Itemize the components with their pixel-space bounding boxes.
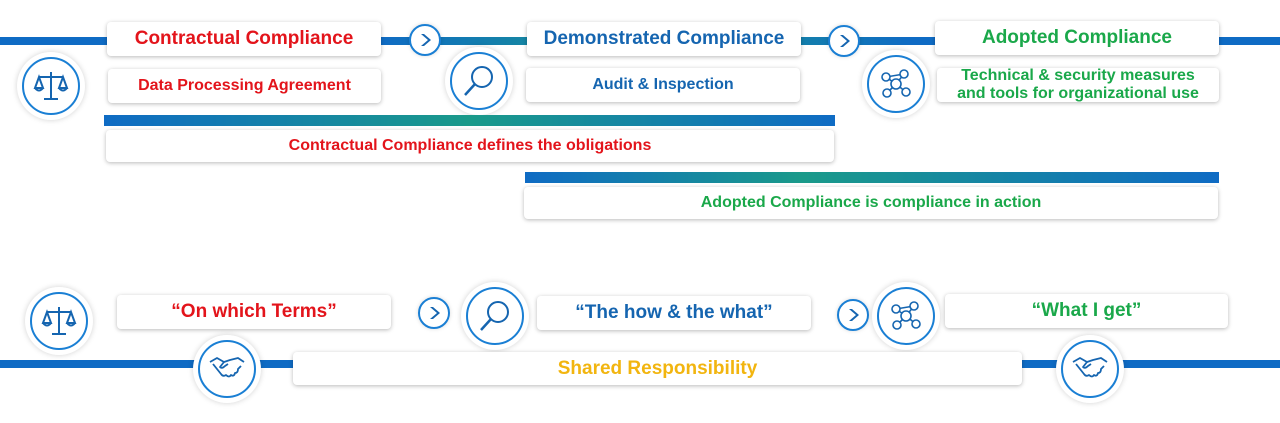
- terms-box: “On which Terms”: [117, 295, 391, 329]
- chevron-right-icon: [409, 24, 441, 56]
- adopted-icon-circle: [862, 50, 930, 118]
- handshake-left-circle: [193, 335, 261, 403]
- scales-icon: [41, 307, 77, 335]
- get-icon-circle: [872, 282, 940, 350]
- demonstrated-subtitle-box: Audit & Inspection: [526, 68, 800, 102]
- handshake-icon: [1072, 357, 1108, 378]
- scales-icon: [33, 72, 69, 100]
- handshake-right-circle: [1056, 335, 1124, 403]
- chevron-right-icon: [837, 299, 869, 331]
- magnifier-icon: [480, 301, 509, 331]
- chevron-right-icon: [828, 25, 860, 57]
- contractual-icon-circle: [17, 52, 85, 120]
- contractual-subtitle: Data Processing Agreement: [138, 77, 351, 94]
- adopted-title: Adopted Compliance: [981, 27, 1172, 48]
- adopted-subtitle-line1: Technical & security measures: [961, 67, 1195, 84]
- contractual-title: Contractual Compliance: [134, 28, 354, 49]
- chevron-right-icon: [418, 297, 450, 329]
- network-icon: [881, 69, 911, 98]
- adopted-subtitle-line2: and tools for organizational use: [957, 85, 1199, 102]
- demonstrated-title: Demonstrated Compliance: [543, 28, 785, 49]
- span-bar-adopted: [525, 172, 1219, 183]
- contractual-subtitle-box: Data Processing Agreement: [108, 69, 381, 103]
- demonstrated-title-box: Demonstrated Compliance: [527, 22, 801, 56]
- span-bar-contractual: [104, 115, 835, 126]
- terms-icon-circle: [25, 287, 93, 355]
- network-icon: [891, 301, 921, 330]
- adopted-title-box: Adopted Compliance: [935, 21, 1219, 55]
- get-box: “What I get”: [945, 294, 1228, 328]
- handshake-icon: [209, 357, 245, 378]
- terms-text: “On which Terms”: [171, 301, 337, 322]
- contractual-title-box: Contractual Compliance: [107, 22, 381, 56]
- demonstrated-icon-circle: [445, 47, 513, 115]
- span-text-adopted: Adopted Compliance is compliance in acti…: [700, 194, 1042, 211]
- span-text-contractual: Contractual Compliance defines the oblig…: [288, 137, 652, 154]
- span-box-adopted: Adopted Compliance is compliance in acti…: [524, 187, 1218, 219]
- span-box-contractual: Contractual Compliance defines the oblig…: [106, 130, 834, 162]
- how-box: “The how & the what”: [537, 296, 811, 330]
- adopted-subtitle-box: Technical & security measures and tools …: [937, 67, 1219, 102]
- get-text: “What I get”: [1031, 300, 1142, 321]
- shared-responsibility-box: Shared Responsibility: [293, 352, 1022, 385]
- shared-responsibility-text: Shared Responsibility: [557, 357, 758, 379]
- demonstrated-subtitle: Audit & Inspection: [592, 76, 734, 93]
- magnifier-icon: [464, 66, 493, 96]
- how-icon-circle: [461, 282, 529, 350]
- how-text: “The how & the what”: [575, 302, 773, 323]
